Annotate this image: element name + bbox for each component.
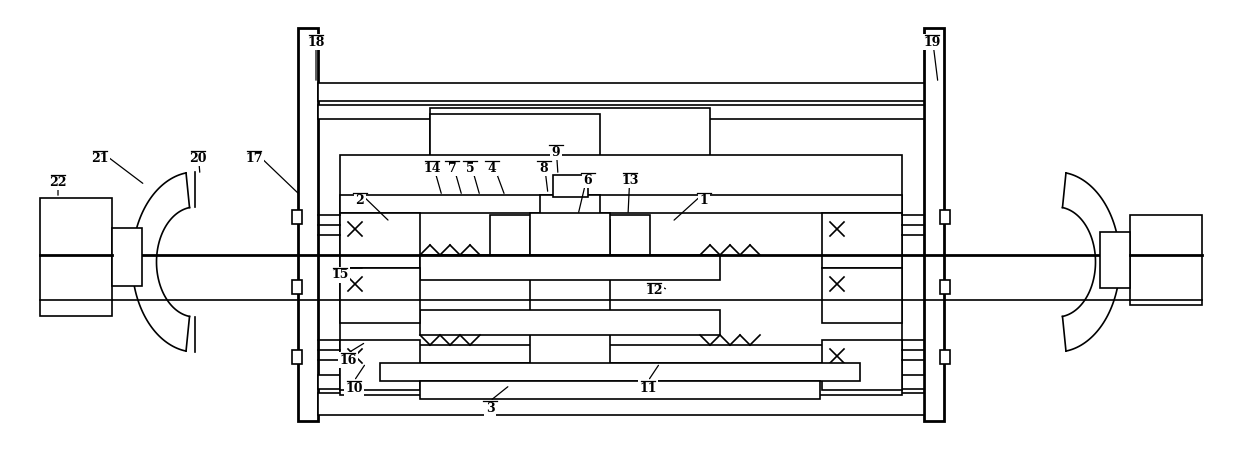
Text: 14: 14 [423, 162, 440, 175]
Bar [940, 210, 950, 224]
Text: 15: 15 [331, 269, 348, 282]
Bar [40, 198, 112, 316]
Bar [822, 268, 901, 323]
Bar [822, 340, 901, 390]
Bar [340, 268, 420, 323]
Text: 21: 21 [92, 151, 109, 164]
Text: 8: 8 [539, 162, 548, 175]
Bar [490, 215, 650, 265]
Text: 4: 4 [487, 162, 496, 175]
Text: 7: 7 [448, 162, 456, 175]
Bar [379, 363, 861, 381]
Text: 11: 11 [640, 382, 657, 395]
Bar [340, 155, 901, 395]
Text: 1: 1 [699, 194, 708, 207]
Bar [317, 105, 924, 119]
Text: 20: 20 [190, 151, 207, 164]
Bar [291, 210, 303, 224]
Text: 19: 19 [924, 35, 941, 48]
Bar [420, 255, 720, 280]
Bar [340, 195, 901, 213]
Bar [317, 393, 924, 415]
Bar [940, 280, 950, 294]
Bar [430, 108, 711, 168]
Text: 16: 16 [340, 353, 357, 366]
Text: 3: 3 [486, 401, 495, 414]
Bar [420, 310, 720, 335]
Text: 12: 12 [645, 283, 662, 296]
Text: 18: 18 [308, 35, 325, 48]
Text: 9: 9 [552, 145, 560, 158]
Bar [420, 381, 820, 399]
Text: 13: 13 [621, 173, 639, 186]
Bar [340, 213, 420, 268]
Bar [1130, 215, 1202, 305]
Text: 6: 6 [584, 173, 593, 186]
Text: 22: 22 [50, 176, 67, 189]
Bar [291, 280, 303, 294]
Bar [822, 213, 901, 268]
Bar [340, 340, 420, 390]
Bar [940, 350, 950, 364]
Bar [553, 175, 588, 197]
Text: 17: 17 [246, 151, 263, 164]
Text: 2: 2 [356, 194, 365, 207]
Text: 10: 10 [345, 382, 363, 395]
Bar [317, 83, 924, 101]
Bar [340, 345, 901, 363]
Bar [291, 350, 303, 364]
Text: 5: 5 [466, 162, 475, 175]
Bar [317, 375, 924, 389]
Bar [430, 114, 600, 164]
Bar [529, 213, 610, 385]
Bar [1100, 232, 1130, 288]
Bar [298, 28, 317, 421]
Bar [924, 28, 944, 421]
Bar [112, 228, 143, 286]
Bar [539, 195, 600, 215]
Bar [529, 220, 610, 260]
